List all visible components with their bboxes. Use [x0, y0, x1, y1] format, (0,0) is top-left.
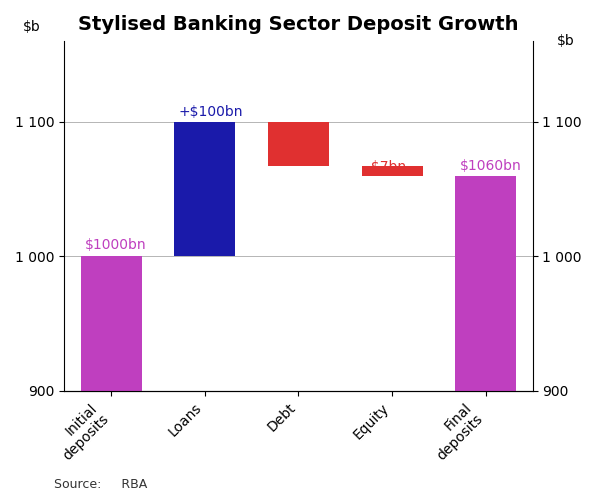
Text: $1060bn: $1060bn [460, 159, 521, 173]
Title: Stylised Banking Sector Deposit Growth: Stylised Banking Sector Deposit Growth [78, 15, 519, 34]
Bar [268, 122, 329, 166]
Text: -$33bn: -$33bn [272, 149, 321, 164]
Y-axis label: $b: $b [23, 20, 41, 34]
Bar [174, 122, 235, 256]
Bar [362, 166, 423, 176]
Text: Source:     RBA: Source: RBA [54, 478, 147, 491]
Text: $1000bn: $1000bn [85, 238, 147, 252]
Bar [456, 176, 516, 391]
Y-axis label: $b: $b [556, 34, 574, 48]
Text: +$100bn: +$100bn [179, 105, 243, 119]
Bar [81, 256, 141, 391]
Text: -$7bn: -$7bn [366, 160, 406, 175]
